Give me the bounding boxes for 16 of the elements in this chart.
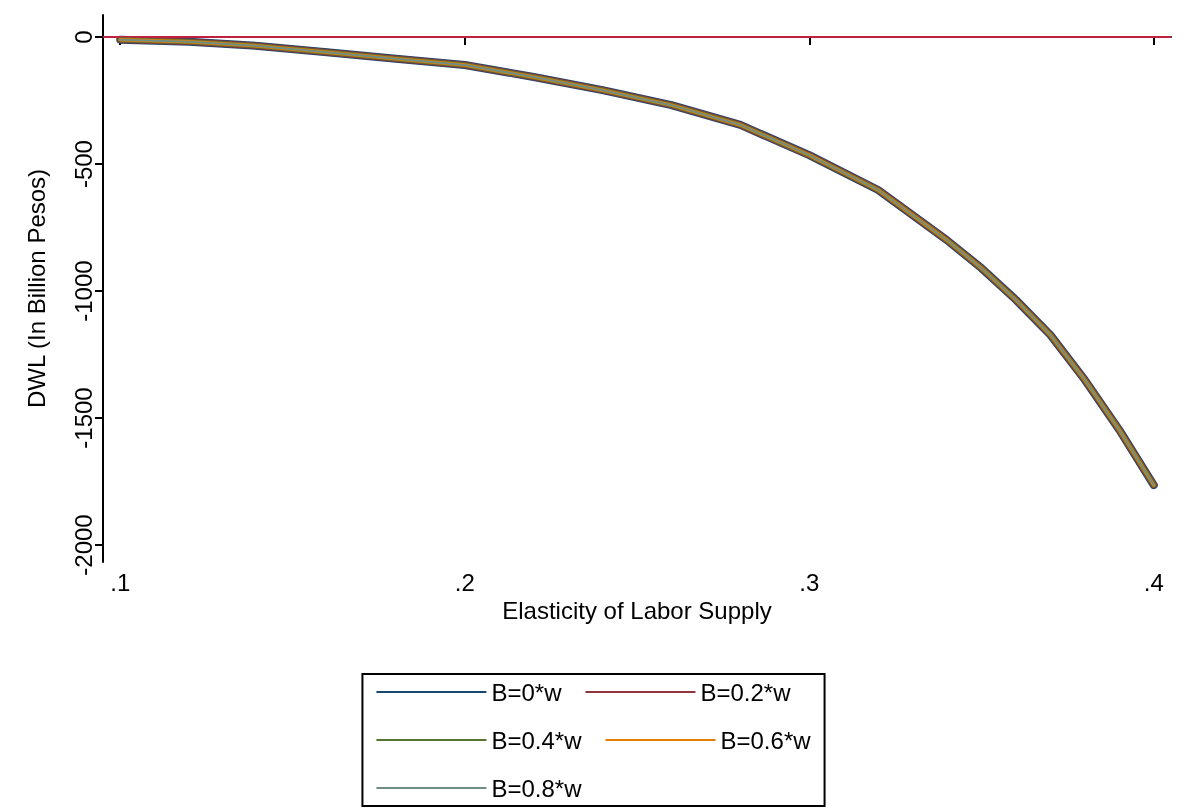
y-tick-label: 0 (69, 30, 97, 44)
legend-label: B=0.2*w (700, 678, 792, 706)
legend-label: B=0.8*w (491, 774, 583, 802)
y-tick-label: -500 (69, 140, 97, 189)
y-tick-label: -1500 (69, 387, 97, 449)
y-tick-label: -2000 (69, 514, 97, 576)
x-axis-title: Elasticity of Labor Supply (502, 597, 772, 625)
legend-label: B=0*w (491, 678, 563, 706)
y-axis-title: DWL (In Billion Pesos) (22, 168, 50, 409)
y-tick-label: -1000 (69, 260, 97, 322)
x-tick-label: .4 (1143, 568, 1164, 596)
x-tick-label: .2 (454, 568, 475, 596)
x-tick-label: .3 (799, 568, 820, 596)
legend-label: B=0.6*w (720, 726, 812, 754)
x-tick-label: .1 (110, 568, 131, 596)
legend-label: B=0.4*w (491, 726, 583, 754)
